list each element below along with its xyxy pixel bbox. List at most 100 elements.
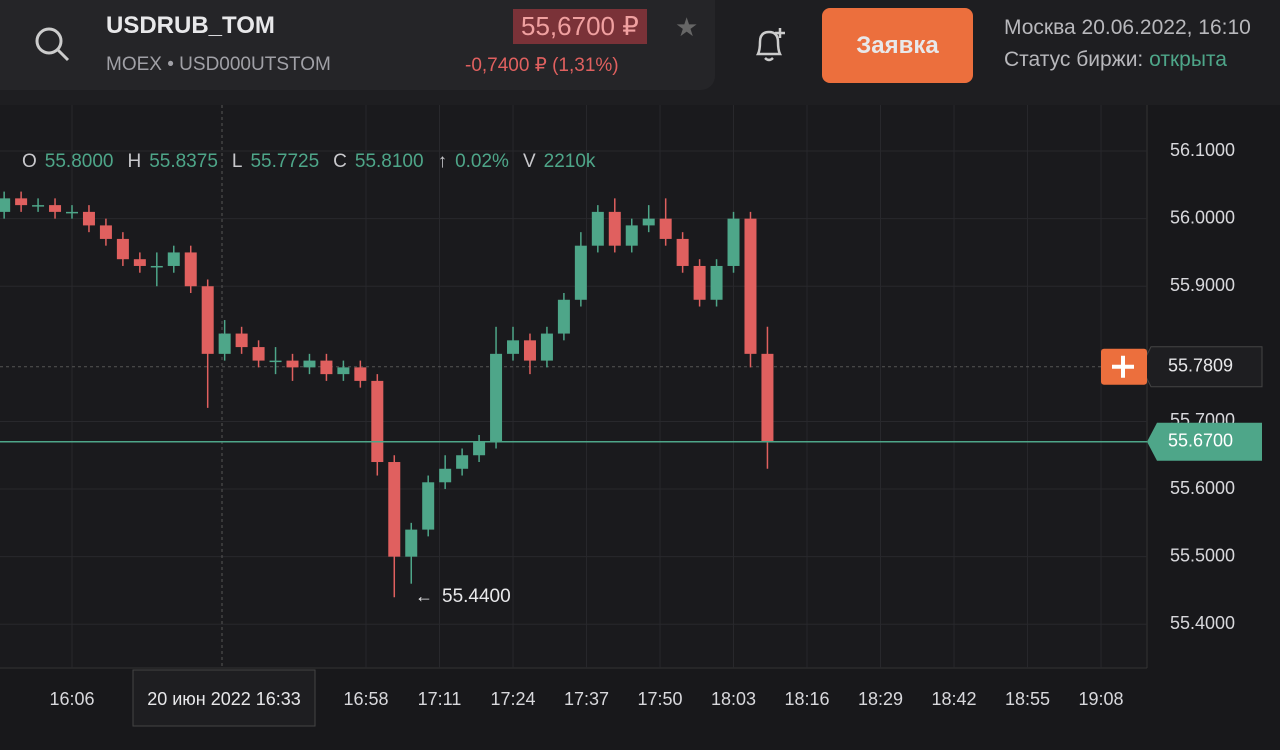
- price: 55,6700 ₽: [513, 9, 647, 44]
- candle-body: [371, 380, 384, 463]
- candle-body: [320, 360, 333, 375]
- candle-body: [490, 353, 503, 442]
- candle-body: [15, 198, 28, 206]
- candle-body: [66, 211, 78, 214]
- candle-body: [32, 205, 45, 207]
- exchange: MOEX: [106, 54, 162, 75]
- x-tick-label: 19:08: [1079, 689, 1124, 709]
- x-tick-label: 17:37: [564, 689, 609, 709]
- status-label: Статус биржи:: [1004, 48, 1144, 71]
- candle-body: [0, 198, 11, 212]
- location-time: Москва 20.06.2022, 16:10: [1004, 16, 1251, 39]
- x-tick-label: 17:11: [418, 689, 462, 709]
- x-tick-label: 17:24: [490, 689, 535, 709]
- x-tick-label: 18:55: [1005, 689, 1050, 709]
- x-tick-label: 18:42: [932, 689, 977, 709]
- header: USDRUB_TOM MOEX • USD000UTSTOM 55,6700 ₽…: [0, 0, 1280, 105]
- legend-key: L: [232, 151, 243, 172]
- y-tick-label: 56.0000: [1170, 207, 1235, 227]
- legend-value: 55.7725: [250, 151, 319, 172]
- order-button[interactable]: Заявка: [822, 8, 973, 83]
- x-tick-label: 18:29: [858, 689, 903, 709]
- candle-body: [337, 367, 350, 375]
- legend-value: 2210k: [544, 151, 596, 172]
- cursor-price-label: 55.7809: [1168, 356, 1233, 376]
- candle-body: [456, 455, 469, 469]
- candle-body: [303, 360, 316, 368]
- x-tick-label: 16:58: [343, 689, 388, 709]
- candle-body: [269, 360, 282, 363]
- add-button[interactable]: [1101, 348, 1147, 385]
- y-tick-label: 55.4000: [1170, 613, 1235, 633]
- candle-body: [676, 238, 689, 266]
- y-tick-label: 55.9000: [1170, 275, 1235, 295]
- candle-body: [150, 265, 163, 268]
- candle-body: [744, 218, 757, 354]
- candle-body: [727, 218, 740, 266]
- candle-body: [710, 265, 723, 300]
- symbol: USDRUB_TOM: [106, 12, 275, 39]
- legend-value: 0.02%: [455, 151, 509, 172]
- legend-value: 55.8000: [45, 151, 114, 172]
- candle-body: [557, 299, 570, 334]
- plot-bg: [0, 105, 1147, 668]
- candle-body: [116, 238, 129, 260]
- candle-body: [473, 441, 486, 456]
- candle-body: [507, 340, 520, 354]
- candle-body: [625, 225, 638, 246]
- candle-body: [218, 333, 231, 354]
- candle-body: [235, 333, 248, 348]
- candle-body: [354, 367, 367, 381]
- legend-key: ↑: [438, 151, 448, 172]
- y-tick-label: 55.6000: [1170, 478, 1235, 498]
- search-icon[interactable]: [30, 22, 74, 66]
- candle-body: [405, 529, 418, 557]
- y-tick-label: 56.1000: [1170, 140, 1235, 160]
- candle-body: [608, 211, 621, 246]
- candle-body: [591, 211, 604, 246]
- candle-body: [99, 225, 112, 239]
- x-tick-label: 18:03: [711, 689, 756, 709]
- last-price-label: 55.6700: [1168, 430, 1233, 450]
- candle-body: [422, 482, 435, 530]
- legend-key: C: [333, 151, 347, 172]
- candle-body: [133, 259, 146, 266]
- candle-body: [184, 252, 197, 287]
- x-tick-label: 18:16: [784, 689, 829, 709]
- bell-icon[interactable]: [750, 24, 790, 68]
- low-marker-label: 55.4400: [442, 586, 511, 607]
- candle-body: [574, 245, 587, 300]
- candle-body: [82, 211, 95, 226]
- last-price-tag: [1147, 422, 1262, 461]
- low-marker-arrow: ←: [415, 586, 433, 606]
- candle-body: [523, 340, 536, 361]
- legend-key: H: [127, 151, 141, 172]
- y-tick-label: 55.5000: [1170, 545, 1235, 565]
- x-tick-label: 17:50: [637, 689, 682, 709]
- candle-body: [286, 360, 299, 368]
- candle-body: [252, 347, 265, 361]
- status-value: открыта: [1149, 48, 1227, 71]
- legend-key: O: [22, 151, 37, 172]
- candle-body: [761, 353, 774, 442]
- candle-body: [201, 286, 214, 354]
- separator: •: [167, 54, 174, 75]
- x-tick-label: 16:06: [49, 689, 94, 709]
- crosshair-time: 20 июн 2022 16:33: [147, 689, 301, 709]
- legend-value: 55.8100: [355, 151, 424, 172]
- candle-body: [388, 462, 401, 557]
- candle-body: [49, 205, 62, 212]
- cursor-price-tag: [1140, 346, 1263, 388]
- status: Статус биржи: открыта: [1004, 48, 1227, 72]
- candle-body: [439, 468, 452, 483]
- star[interactable]: ★: [675, 12, 699, 42]
- candle-body: [167, 252, 180, 266]
- code: USD000UTSTOM: [179, 54, 331, 75]
- candle-body: [642, 218, 655, 226]
- add-button-icon: [1112, 355, 1134, 378]
- candle-body: [693, 265, 706, 300]
- legend-value: 55.8375: [149, 151, 218, 172]
- change: -0,7400 ₽ (1,31%): [465, 55, 619, 76]
